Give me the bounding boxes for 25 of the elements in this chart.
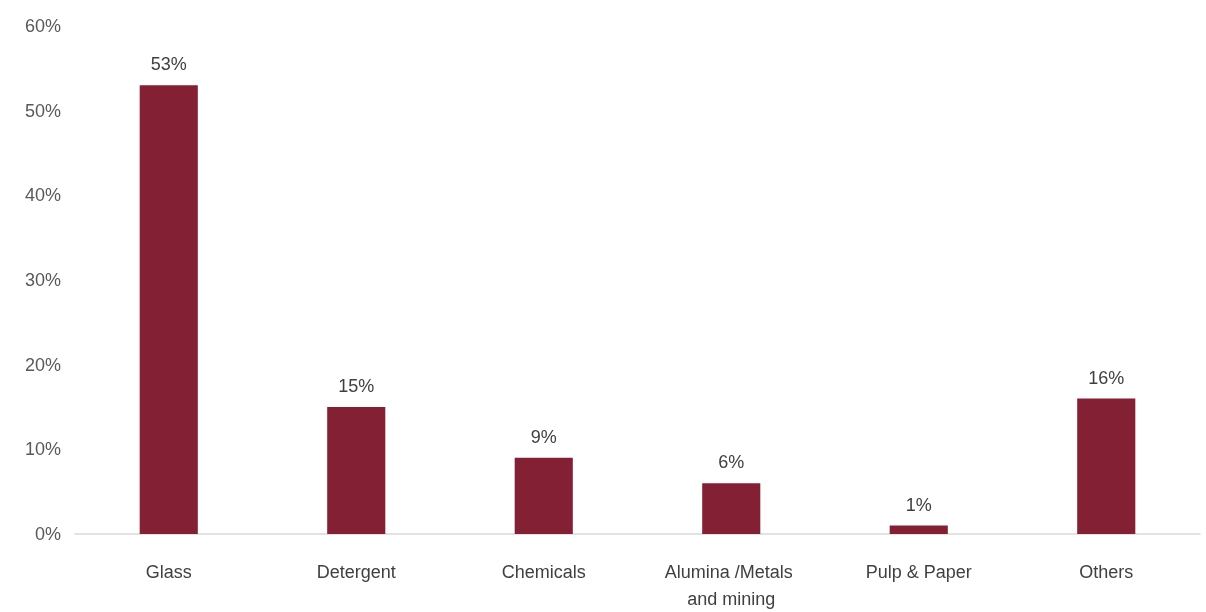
data-label: 53%: [150, 54, 187, 75]
x-tick-label: Alumina /Metals and mining: [664, 561, 798, 609]
bar: [1077, 398, 1136, 534]
y-tick-label: 20%: [24, 354, 61, 375]
y-tick-label: 50%: [24, 100, 61, 121]
bar: [327, 407, 386, 534]
bar: [702, 483, 761, 534]
data-label: 1%: [905, 494, 932, 515]
data-label: 9%: [530, 426, 557, 447]
x-tick-label: Pulp & Paper: [865, 561, 972, 582]
x-tick-label: Glass: [145, 561, 192, 582]
y-tick-label: 0%: [34, 524, 61, 544]
data-label: 15%: [338, 376, 375, 396]
y-tick-label: 10%: [24, 439, 61, 460]
bar: [139, 85, 198, 534]
data-label: 6%: [718, 452, 745, 473]
bar: [514, 457, 573, 534]
x-tick-label: Others: [1079, 561, 1134, 582]
y-tick-label: 60%: [24, 16, 61, 36]
bar: [889, 525, 948, 534]
x-tick-label: Detergent: [316, 561, 396, 582]
data-label: 16%: [1088, 367, 1125, 388]
y-tick-label: 40%: [24, 185, 61, 206]
y-tick-label: 30%: [24, 270, 61, 290]
x-tick-label: Chemicals: [501, 561, 586, 582]
